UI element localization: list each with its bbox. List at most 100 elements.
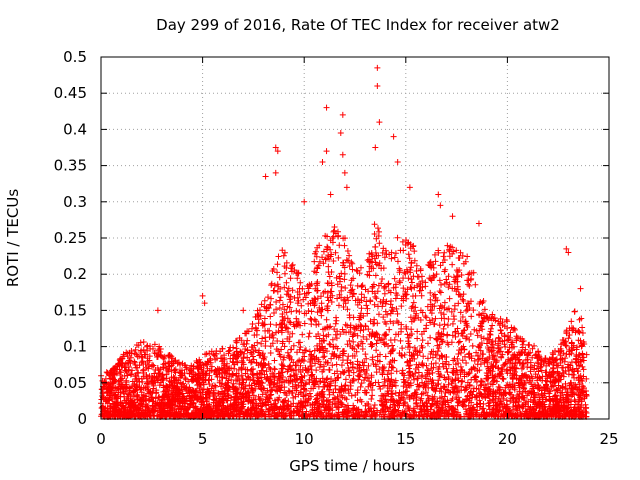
data-point — [580, 366, 587, 373]
data-point — [287, 319, 294, 326]
data-point — [320, 326, 327, 333]
data-point — [422, 279, 429, 286]
data-point — [457, 249, 464, 256]
data-point — [404, 240, 411, 247]
data-point — [464, 253, 471, 260]
data-point — [287, 299, 294, 306]
data-point — [341, 276, 348, 283]
data-point — [446, 295, 453, 302]
data-point — [472, 373, 479, 380]
data-point — [482, 394, 489, 401]
data-point — [329, 336, 336, 343]
data-point — [381, 318, 388, 325]
data-point — [335, 354, 342, 361]
data-point — [337, 331, 344, 338]
data-point — [313, 253, 320, 260]
data-point — [271, 357, 278, 364]
data-point — [264, 394, 271, 401]
data-point — [286, 296, 293, 303]
data-point — [342, 300, 349, 307]
data-point — [298, 302, 305, 309]
data-point — [534, 354, 541, 361]
data-point — [275, 373, 282, 380]
data-point — [402, 388, 409, 395]
data-point — [142, 351, 149, 358]
data-point — [497, 327, 504, 334]
data-point — [398, 328, 405, 335]
data-point — [357, 327, 364, 334]
data-point — [400, 383, 407, 390]
data-point — [344, 306, 351, 313]
data-point — [290, 342, 297, 349]
data-point — [344, 357, 351, 364]
data-point — [372, 272, 379, 279]
data-point — [291, 385, 298, 392]
data-point — [312, 296, 319, 303]
data-point — [219, 345, 226, 352]
data-point — [342, 321, 349, 328]
data-point — [396, 389, 403, 396]
data-point — [267, 301, 274, 308]
data-point — [407, 284, 414, 291]
data-point — [321, 353, 328, 360]
data-point — [436, 277, 443, 284]
data-point — [263, 368, 270, 375]
data-point — [389, 383, 396, 390]
data-point — [202, 351, 209, 358]
data-point — [286, 363, 293, 370]
data-point — [526, 341, 533, 348]
data-point — [259, 335, 266, 342]
data-point — [328, 251, 335, 258]
data-point — [471, 357, 478, 364]
data-point — [332, 320, 339, 327]
data-point — [424, 355, 431, 362]
data-point — [315, 358, 322, 365]
data-point — [306, 330, 313, 337]
data-point — [323, 376, 330, 383]
data-point — [459, 313, 466, 320]
data-point — [521, 385, 528, 392]
data-point — [308, 308, 315, 315]
data-point — [230, 344, 237, 351]
data-point — [273, 299, 280, 306]
data-point — [440, 253, 447, 260]
data-point — [188, 362, 195, 369]
data-point — [258, 374, 265, 381]
data-point — [473, 349, 480, 356]
data-point — [367, 258, 374, 265]
data-point — [371, 316, 378, 323]
data-point — [407, 241, 414, 248]
data-point — [276, 305, 283, 312]
data-point — [418, 395, 425, 402]
data-point — [375, 379, 382, 386]
data-point — [443, 365, 450, 372]
data-point — [406, 394, 413, 401]
data-point — [485, 400, 492, 407]
data-point — [579, 324, 586, 331]
data-point — [406, 382, 413, 389]
data-point — [262, 327, 269, 334]
data-point — [515, 398, 522, 405]
data-point — [384, 311, 391, 318]
data-point — [334, 413, 341, 420]
data-point — [393, 305, 400, 312]
data-point — [427, 289, 434, 296]
data-point — [335, 302, 342, 309]
data-point — [582, 401, 589, 408]
data-point — [312, 378, 319, 385]
data-point — [281, 306, 288, 313]
data-point — [144, 342, 151, 349]
data-point — [199, 406, 206, 413]
data-point — [456, 338, 463, 345]
data-point — [454, 286, 461, 293]
data-point — [123, 377, 130, 384]
data-point — [338, 383, 345, 390]
data-point — [399, 353, 406, 360]
data-point — [294, 275, 301, 282]
data-point — [319, 391, 326, 398]
data-point — [378, 280, 385, 287]
data-point — [358, 398, 365, 405]
data-point — [243, 376, 250, 383]
data-point — [227, 355, 234, 362]
data-point — [318, 300, 325, 307]
